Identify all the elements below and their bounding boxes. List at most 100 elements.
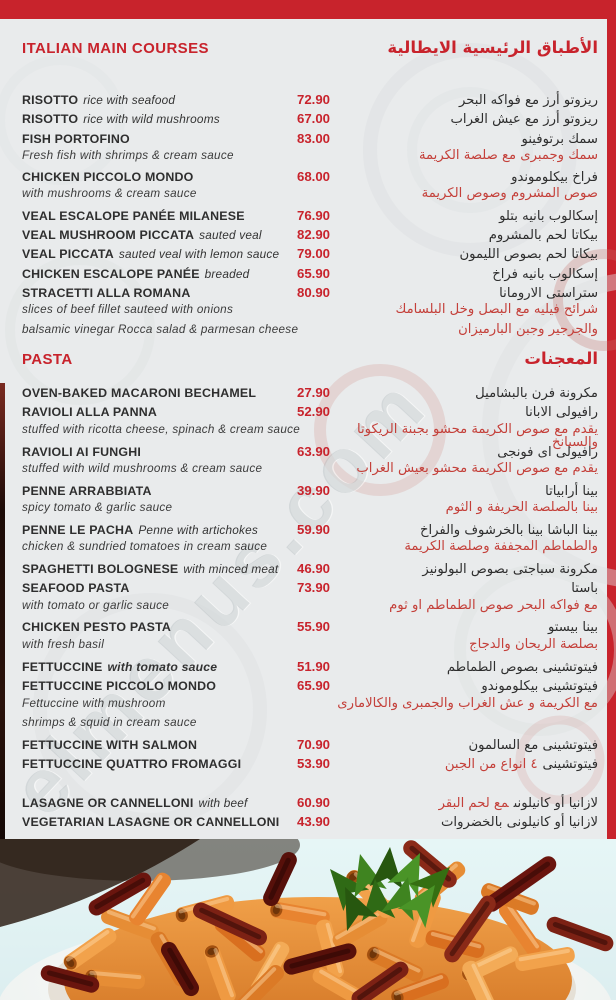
arabic-red-text: مع الكريمة و عش الغراب والجمبرى والكالام…	[337, 695, 598, 711]
item-price: 80.90	[296, 284, 330, 300]
item-name-arabic: بينا الباشا بينا بالخرشوف والفراخ	[330, 524, 598, 537]
menu-item-row: FETTUCCINE with tomato sauce 51.90 فيتوتشين…	[22, 658, 598, 678]
item-name-cell: FETTUCCINE WITH SALMON	[22, 736, 278, 754]
item-description-arabic: يقدم مع صوص الكريمة محشو بجبنة الريكوتا …	[330, 423, 598, 449]
item-name: VEAL MUSHROOM PICCATA	[22, 228, 195, 243]
item-name-cell: FETTUCCINE with tomato sauce	[22, 658, 278, 676]
item-description-en: spicy tomato & garlic sauce	[22, 501, 173, 515]
item-price: 73.90	[296, 580, 330, 596]
section-title-en: PASTA	[22, 350, 73, 368]
menu-item-row: CHICKEN ESCALOPE PANÉE breaded 65.90 إسكالو…	[22, 265, 598, 284]
item-name-arabic: بينا بيستو	[330, 621, 598, 634]
item-name: STRACETTI ALLA ROMANA	[22, 285, 191, 300]
item-name-cell: RISOTTO rice with seafood	[22, 91, 278, 109]
pasta-photo	[0, 839, 616, 1000]
item-name: PENNE ARRABBIATA	[22, 483, 152, 498]
item-description-arabic: بصلصة الريحان والدجاج	[330, 638, 598, 651]
arabic-red-text: يقدم مع صوص الكريمة محشو بعيش الغراب	[356, 461, 598, 477]
menu-item-row: RAVIOLI ALLA PANNA 52.90 رافيولى الابانا	[22, 403, 598, 423]
item-name: CHICKEN PESTO PASTA	[22, 620, 172, 635]
item-name-cell: RAVIOLI ALLA PANNA	[22, 403, 278, 421]
item-name: VEGETARIAN LASAGNE OR CANNELLONI	[22, 815, 280, 830]
menu-item-row: FETTUCCINE WITH SALMON 70.90 فيتوتشينى مع …	[22, 736, 598, 756]
item-name-arabic: لازانيا أو كانيلونىمع لحم البقر	[330, 797, 598, 810]
arabic-red-text: مع فواكه البحر صوص الطماطم او ثوم	[389, 597, 598, 613]
arabic-text: مكرونة فرن بالبشاميل	[475, 385, 598, 401]
item-price: 27.90	[296, 384, 330, 400]
arabic-text: بينا الباشا بينا بالخرشوف والفراخ	[419, 522, 598, 538]
item-note: with tomato sauce	[107, 659, 218, 674]
menu-item-description-row: spicy tomato & garlic sauce بينا بالصلصة …	[22, 501, 598, 521]
left-photo-edge-strip	[0, 383, 5, 839]
item-name-cell: FISH PORTOFINO	[22, 130, 278, 148]
item-name: SPAGHETTI BOLOGNESE	[22, 561, 179, 576]
item-note: breaded	[204, 266, 250, 281]
item-note: sauted veal	[199, 228, 262, 243]
menu-section: PASTA المعجنات OVEN-BAKED MACARONI BECHAME…	[22, 349, 598, 833]
item-description-arabic: شرائح فيليه مع البصل وخل البلسامك	[330, 302, 599, 318]
item-name: RISOTTO	[22, 112, 79, 127]
item-name-cell: PENNE LE PACHA Penne with artichokes	[22, 521, 278, 539]
item-price: 67.00	[296, 111, 330, 127]
menu-item-row: FISH PORTOFINO 83.00 سمك برتوفينو	[22, 130, 598, 149]
item-name-cell: CHICKEN ESCALOPE PANÉE breaded	[22, 265, 278, 283]
menu-item-row: FETTUCCINE QUATTRO FROMAGGI 53.90 فيتوتشين…	[22, 755, 598, 775]
item-name-cell: SEAFOOD PASTA	[22, 579, 278, 597]
arabic-red-text: يقدم مع صوص الكريمة محشو بجبنة الريكوتا …	[356, 421, 598, 451]
item-price: 65.90	[296, 265, 330, 281]
arabic-text: ستراستى الارومانا	[499, 285, 598, 301]
section-rows: RISOTTO rice with seafood 72.90 ريزوتو أرز …	[22, 91, 598, 342]
item-price: 79.00	[296, 246, 330, 262]
item-description-en: chicken & sundried tomatoes in cream sau…	[22, 540, 268, 554]
item-name: RISOTTO	[22, 93, 79, 107]
menu-section: ITALIAN MAIN COURSES الأطباق الرئيسية الا…	[22, 38, 598, 342]
item-name-cell: OVEN-BAKED MACARONI BECHAMEL	[22, 384, 278, 402]
item-description-en: with fresh basil	[22, 637, 105, 651]
menu-item-row: LASAGNE OR CANNELLONI with beef 60.90 لازان…	[22, 794, 598, 814]
item-name-arabic: ستراستى الارومانا	[330, 287, 598, 300]
menu-item-row: STRACETTI ALLA ROMANA 80.90 ستراستى الاروم…	[22, 284, 598, 303]
right-red-bar	[607, 19, 616, 839]
item-name-arabic: ريزوتو أرز مع عيش الغراب	[330, 113, 598, 126]
item-name-arabic: إسكالوب بانيه بتلو	[330, 210, 598, 223]
item-description-en: with tomato or garlic sauce	[22, 598, 170, 612]
item-name: PENNE LE PACHA	[22, 522, 134, 537]
item-name: RAVIOLI AI FUNGHI	[22, 444, 142, 459]
item-price: 59.90	[296, 521, 330, 537]
item-name: FETTUCCINE PICCOLO MONDO	[22, 679, 217, 694]
menu-item-description-row: slices of beef fillet sauteed with onion…	[22, 303, 598, 322]
item-description-en: Fettuccine with mushroom	[22, 696, 166, 710]
item-name-arabic: فيتوتشينى٤ انواع من الجبن	[330, 758, 598, 771]
menu-item-row: VEGETARIAN LASAGNE OR CANNELLONI 43.90 لاز…	[22, 813, 598, 833]
item-price: 55.90	[296, 619, 330, 635]
arabic-text: ريزوتو أرز مع فواكه البحر	[459, 93, 598, 108]
item-description-arabic: مع الكريمة و عش الغراب والجمبرى والكالام…	[330, 697, 598, 710]
item-name-cell: VEAL PICCATA sauted veal with lemon sauce	[22, 245, 279, 263]
menu-item-row: CHICKEN PESTO PASTA 55.90 بينا بيستو	[22, 618, 598, 638]
section-title-arabic: المعجنات	[524, 348, 598, 368]
menu-item-row: SPAGHETTI BOLOGNESE with minced meat 46.90…	[22, 560, 598, 580]
item-description-en: balsamic vinegar Rocca salad & parmesan …	[22, 322, 299, 336]
item-note: with minced meat	[183, 561, 279, 576]
item-price: 76.90	[296, 207, 330, 223]
item-note: Penne with artichokes	[138, 522, 258, 537]
arabic-text: إسكالوب بانيه فراخ	[492, 266, 598, 282]
item-description-arabic: صوص المشروم وصوص الكريمة	[330, 187, 598, 200]
menu-item-row: FETTUCCINE PICCOLO MONDO 65.90 فيتوتشينى ب…	[22, 677, 598, 697]
arabic-red-text: شرائح فيليه مع البصل وخل البلسامك	[395, 302, 599, 318]
arabic-red-text: مع لحم البقر	[438, 795, 509, 811]
arabic-text: ريزوتو أرز مع عيش الغراب	[450, 112, 598, 128]
menu-item-description-row: chicken & sundried tomatoes in cream sau…	[22, 540, 598, 560]
item-name: CHICKEN PICCOLO MONDO	[22, 170, 194, 185]
item-description-en: Fresh fish with shrimps & cream sauce	[22, 148, 234, 162]
item-name: OVEN-BAKED MACARONI BECHAMEL	[22, 385, 257, 400]
item-name-cell: VEAL ESCALOPE PANÉE MILANESE	[22, 207, 278, 225]
item-name-cell: PENNE ARRABBIATA	[22, 482, 278, 500]
item-note: rice with wild mushrooms	[83, 112, 220, 127]
arabic-text: مكرونة سباجتى بصوص البولونيز	[422, 561, 598, 577]
item-name-arabic: مكرونة فرن بالبشاميل	[330, 387, 598, 400]
arabic-text: إسكالوب بانيه بتلو	[499, 208, 598, 224]
item-description-arabic: سمك وجمبرى مع صلصة الكريمة	[330, 149, 598, 162]
item-description-arabic: والجرجير وجبن البارميزان	[330, 322, 598, 336]
arabic-text: رافيولى الابانا	[525, 405, 598, 421]
